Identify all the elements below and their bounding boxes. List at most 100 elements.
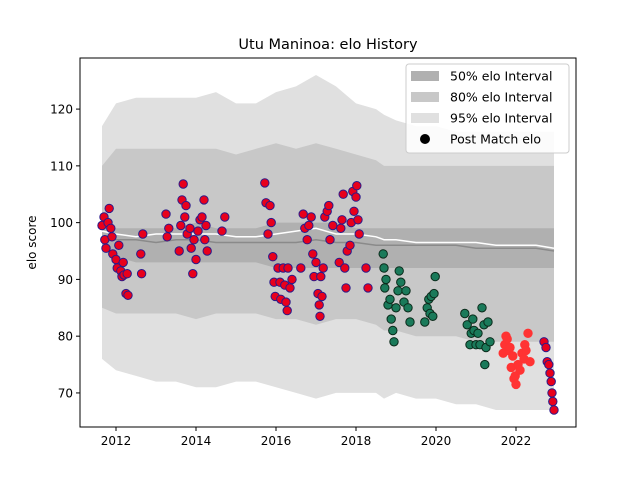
data-point xyxy=(379,263,389,273)
data-point xyxy=(389,337,399,347)
data-point xyxy=(266,217,276,228)
data-point xyxy=(405,317,415,327)
data-point xyxy=(393,286,403,296)
data-point xyxy=(541,342,551,353)
legend-label: 50% elo Interval xyxy=(450,69,552,84)
data-point xyxy=(101,243,111,253)
data-point xyxy=(161,209,171,219)
data-point xyxy=(525,357,535,367)
data-point xyxy=(363,283,373,293)
data-point xyxy=(420,317,430,327)
legend-swatch xyxy=(411,113,439,123)
x-tick-label: 2012 xyxy=(101,434,132,448)
data-point xyxy=(268,252,278,262)
data-point xyxy=(164,223,174,234)
x-axis: 2012 2014 2016 2018 2020 2022 xyxy=(101,427,531,448)
data-point xyxy=(388,325,398,336)
data-point xyxy=(314,300,324,310)
y-tick-label: 100 xyxy=(50,216,73,230)
data-point xyxy=(403,303,413,313)
x-tick-label: 2016 xyxy=(261,434,292,448)
data-point xyxy=(502,334,512,344)
y-tick-label: 120 xyxy=(50,103,73,117)
chart-title: Utu Maninoa: elo History xyxy=(238,37,418,53)
data-point xyxy=(220,212,230,222)
data-point xyxy=(304,220,314,231)
legend-marker xyxy=(420,134,430,144)
data-point xyxy=(282,305,292,316)
data-point xyxy=(265,200,275,211)
data-point xyxy=(114,240,124,251)
data-point xyxy=(185,223,195,234)
data-point xyxy=(460,308,470,319)
data-point xyxy=(473,328,483,338)
data-point xyxy=(545,368,555,378)
data-point xyxy=(180,212,190,222)
data-point xyxy=(138,229,148,239)
legend-swatch xyxy=(411,71,439,81)
data-point xyxy=(354,229,364,239)
data-point xyxy=(546,376,556,387)
data-point xyxy=(480,359,490,370)
data-point xyxy=(118,257,128,268)
data-point xyxy=(287,274,297,285)
data-point xyxy=(508,351,518,361)
data-point xyxy=(107,232,117,242)
legend-swatch xyxy=(411,92,439,102)
data-point xyxy=(308,249,318,259)
data-point xyxy=(200,235,210,245)
data-point xyxy=(298,209,308,219)
data-point xyxy=(136,269,147,279)
data-point xyxy=(186,243,196,253)
y-axis-label: elo score xyxy=(25,215,39,269)
post-match-points xyxy=(97,178,559,415)
data-point xyxy=(462,320,472,330)
data-point xyxy=(191,254,201,265)
data-point xyxy=(430,271,440,282)
plot-frame xyxy=(79,57,577,428)
data-point xyxy=(396,277,406,287)
data-point xyxy=(337,215,347,225)
legend-frame xyxy=(405,63,570,154)
data-point xyxy=(188,269,198,279)
y-tick-label: 110 xyxy=(50,159,73,173)
legend-label: 95% elo Interval xyxy=(450,111,552,126)
data-point xyxy=(485,337,495,347)
legend-label: 80% elo Interval xyxy=(450,90,552,105)
data-point xyxy=(428,311,438,321)
mean-line xyxy=(101,236,555,252)
data-point xyxy=(544,359,554,370)
y-tick-label: 70 xyxy=(58,386,73,400)
data-point xyxy=(549,405,559,415)
data-point xyxy=(547,388,557,398)
data-point xyxy=(174,246,184,256)
data-point xyxy=(318,263,328,273)
data-point xyxy=(521,345,531,356)
data-point xyxy=(338,189,348,199)
data-point xyxy=(334,257,344,268)
data-point xyxy=(199,195,209,205)
data-point xyxy=(345,240,355,251)
data-point xyxy=(193,226,203,236)
x-tick-label: 2014 xyxy=(181,434,212,448)
data-point xyxy=(429,288,439,299)
data-point xyxy=(511,379,521,390)
data-point xyxy=(283,263,293,273)
median-line xyxy=(101,227,555,249)
data-point xyxy=(336,223,346,234)
y-tick-label: 80 xyxy=(58,330,73,344)
data-point xyxy=(349,206,359,217)
x-tick-label: 2020 xyxy=(421,434,452,448)
data-point xyxy=(136,249,146,259)
data-point xyxy=(340,263,350,273)
data-point xyxy=(296,263,306,273)
data-point xyxy=(317,291,327,302)
data-point xyxy=(106,223,116,234)
data-point xyxy=(197,212,207,222)
data-point xyxy=(176,220,186,231)
data-point xyxy=(394,266,404,276)
data-point xyxy=(361,263,371,273)
data-point xyxy=(201,220,211,231)
legend-label: Post Match elo xyxy=(450,132,541,147)
